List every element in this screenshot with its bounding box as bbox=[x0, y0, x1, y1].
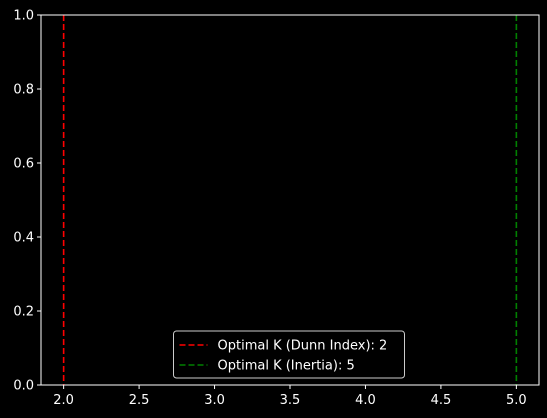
legend-box bbox=[173, 330, 405, 379]
x-axis: 2.0 2.5 3.0 3.5 4.0 4.5 5.0 bbox=[53, 385, 527, 408]
y-tick-label: 0.2 bbox=[13, 305, 34, 320]
y-axis: 0.0 0.2 0.4 0.6 0.8 1.0 bbox=[13, 9, 41, 394]
y-tick-label: 1.0 bbox=[13, 9, 34, 24]
legend-label-1: Optimal K (Inertia): 5 bbox=[218, 359, 355, 374]
x-tick-label: 4.0 bbox=[355, 393, 376, 408]
x-tick-label: 3.0 bbox=[204, 393, 225, 408]
legend: Optimal K (Dunn Index): 2 Optimal K (Iner… bbox=[173, 330, 405, 379]
vertical-lines-layer bbox=[62, 15, 518, 385]
x-tick-label: 2.0 bbox=[53, 393, 74, 408]
y-tick-label: 0.8 bbox=[13, 83, 34, 98]
y-tick-label: 0.4 bbox=[13, 231, 34, 246]
x-tick-label: 2.5 bbox=[129, 393, 150, 408]
y-tick-label: 0.0 bbox=[13, 379, 34, 394]
x-tick-label: 3.5 bbox=[280, 393, 301, 408]
x-tick-label: 5.0 bbox=[506, 393, 527, 408]
legend-label-0: Optimal K (Dunn Index): 2 bbox=[218, 339, 388, 354]
x-tick-label: 4.5 bbox=[431, 393, 452, 408]
y-tick-label: 0.6 bbox=[13, 157, 34, 172]
